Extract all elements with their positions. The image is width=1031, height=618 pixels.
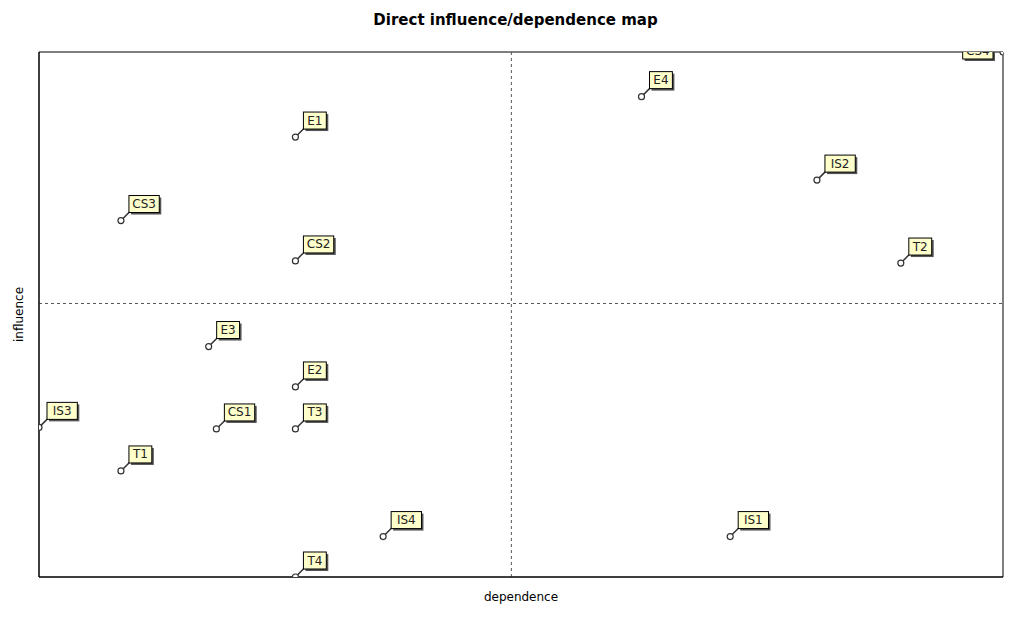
html-text:Direct influence/dependence ma: Direct influence/dependence map (373, 11, 658, 29)
svg-text:CS4: CS4 (966, 52, 990, 58)
svg-text:CS3: CS3 (132, 197, 156, 211)
svg-text:E1: E1 (307, 114, 322, 128)
svg-text:influence: influence (12, 287, 26, 342)
svg-text:T1: T1 (132, 447, 148, 461)
svg-text:T4: T4 (306, 554, 322, 568)
svg-text:IS4: IS4 (397, 513, 416, 527)
svg-text:E3: E3 (220, 323, 235, 337)
svg-text:CS2: CS2 (307, 237, 331, 251)
svg-text:dependence: dependence (484, 590, 558, 604)
svg-text:IS2: IS2 (831, 157, 850, 171)
svg-text:IS3: IS3 (53, 404, 72, 418)
svg-text:IS1: IS1 (744, 513, 763, 527)
svg-text:E4: E4 (653, 73, 668, 87)
svg-text:T3: T3 (306, 405, 322, 419)
svg-text:CS1: CS1 (228, 405, 252, 419)
svg-text:T2: T2 (912, 240, 928, 254)
svg-text:E2: E2 (307, 363, 322, 377)
